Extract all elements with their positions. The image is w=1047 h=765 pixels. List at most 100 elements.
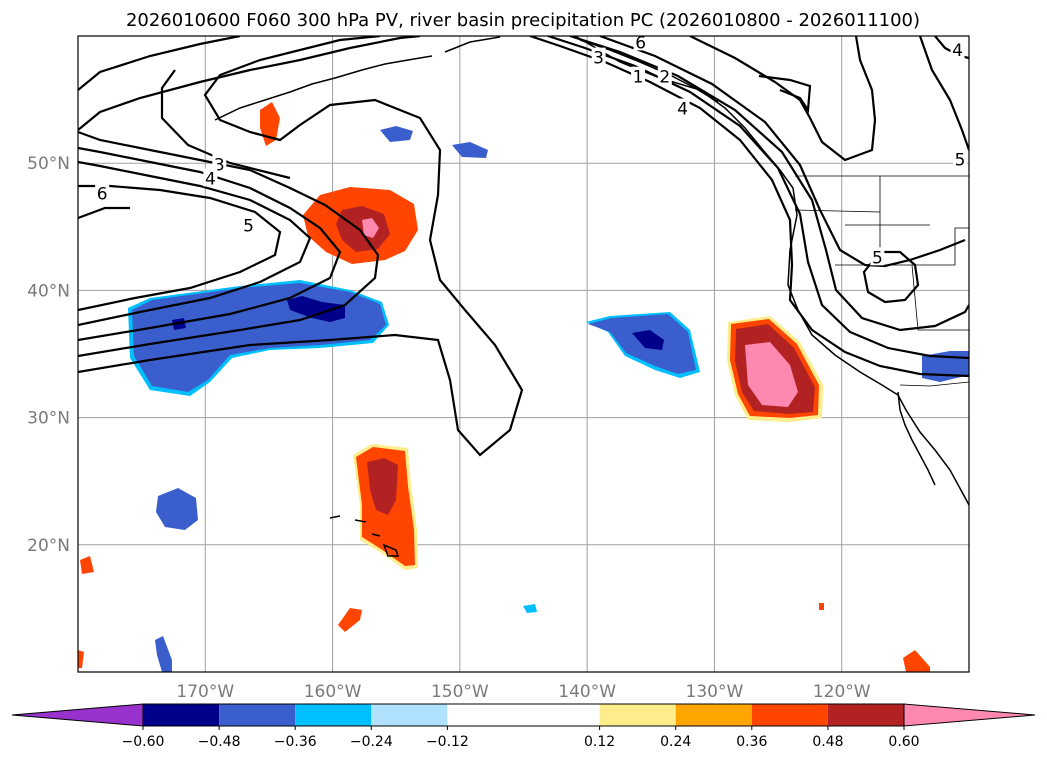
pv-contour [78,130,380,358]
lon-tick-label: 150°W [431,682,489,702]
colorbar-frame [142,703,905,727]
pv-contour [862,250,920,304]
pv-contour [547,36,969,360]
colorbar-tick-label: −0.48 [198,734,241,750]
pv-contour [78,146,342,342]
strong-positive-region [336,206,390,252]
pv-contour [78,160,312,327]
pv-contour [569,36,969,332]
positive-anomaly-region [903,650,930,672]
pv-contour [78,36,241,91]
colorbar-tick-label: 0.36 [736,734,767,750]
negative-anomaly-region [523,604,537,613]
negative-anomaly-region [452,142,488,158]
contour-label-background [631,66,646,85]
contour-label-background [212,154,227,173]
chart-title: 2026010600 F060 300 hPa PV, river basin … [126,10,920,31]
hawaii-islands [329,515,400,557]
colorbar-tick-label: 0.12 [584,734,615,750]
lon-tick-label: 160°W [304,682,362,702]
colorbar-segment [447,704,600,726]
north-american-coastline [574,36,969,506]
colorbar-tick-label: −0.24 [350,734,393,750]
colorbar-tick-label: −0.36 [274,734,317,750]
contour-label-background [95,183,110,202]
colorbar: −0.60 −0.48 −0.36 −0.24 −0.12 0.12 0.24 0.36 0.4… [11,703,1036,750]
precip-shading [78,102,969,672]
us-mexico-border [899,381,969,387]
pv-contour-label: 4 [677,100,688,120]
negative-anomaly-region [156,488,198,530]
pv-contour [78,206,130,220]
pv-contour-label: 3 [214,155,225,175]
positive-anomaly-region [819,603,824,610]
colorbar-segment [143,704,220,726]
contour-label-background [591,47,606,66]
contour-label-background [870,247,885,266]
lat-tick-label: 20°N [27,536,70,556]
strong-negative-region [287,296,345,322]
lon-tick-label: 140°W [558,682,616,702]
strong-negative-region [632,330,664,350]
colorbar-tick-label: 0.24 [660,734,691,750]
pv-contour-label: 5 [872,248,883,268]
pv-contour [78,36,524,457]
pv-contour-label: 5 [955,150,966,170]
positive-anomaly-region [78,650,84,668]
colorbar-segment [751,704,828,726]
colorbar-extend-high [903,703,1036,727]
peak-positive-region [745,342,798,407]
contour-label-background [950,39,965,58]
contour-label-background [675,98,690,117]
contour-label-background [633,36,648,51]
axis-tick-labels: 170°W 160°W 150°W 140°W 130°W 120°W 20°N 30°N 40… [27,154,871,702]
colorbar-segment [219,704,296,726]
pv-contour [160,69,291,180]
baja-california-coast [897,391,936,486]
contour-label-background [203,168,218,187]
lon-tick-label: 120°W [813,682,871,702]
pv-contours [78,36,969,457]
contour-label-background [657,66,672,85]
negative-anomaly-region [380,126,413,142]
pv-contour [78,184,282,312]
positive-anomaly-region [80,556,94,574]
lat-tick-label: 40°N [27,281,70,301]
borders [794,175,969,387]
lon-tick-label: 170°W [176,682,234,702]
pv-contour-label: 4 [952,41,963,61]
pv-contour-label: 3 [593,49,604,69]
pv-contour-label: 6 [635,33,646,53]
map-frame [77,35,970,673]
pv-contour-label: 4 [205,169,216,189]
contour-label-background [241,215,256,234]
pv-contour-label: 6 [97,185,108,205]
state-borders [794,176,969,331]
colorbar-segment [599,704,676,726]
pv-contour-label: 5 [243,217,254,237]
colorbar-segment [371,704,448,726]
pv-contour [758,74,812,114]
lat-tick-label: 50°N [27,154,70,174]
pv-contour [78,36,421,131]
colorbar-tick-label: 0.60 [888,734,919,750]
pv-contour [599,36,966,268]
pv-contour [529,36,969,378]
lat-tick-label: 30°N [27,409,70,429]
aleutian-islands [214,55,433,121]
colorbar-extend-low [11,703,144,727]
peak-positive-region [362,218,379,238]
colorbar-tick-label: 0.48 [812,734,843,750]
negative-anomaly-region [155,636,172,672]
colorbar-segment [675,704,752,726]
lon-tick-label: 130°W [686,682,744,702]
pv-contour-label: 2 [659,68,670,88]
strong-positive-region [367,458,398,515]
pv-contour-label: 1 [633,68,644,88]
colorbar-tick-label: −0.12 [426,734,469,750]
colorbar-segment [295,704,372,726]
colorbar-segment [827,704,904,726]
pv-contour [918,36,969,151]
